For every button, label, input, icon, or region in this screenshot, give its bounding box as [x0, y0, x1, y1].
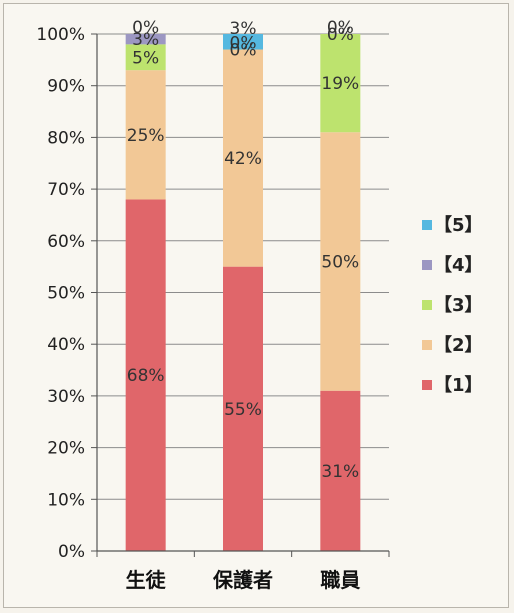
legend-label: 【3】	[434, 295, 483, 316]
legend-label: 【1】	[434, 375, 483, 396]
data-label: 55%	[224, 400, 262, 420]
legend-swatch	[422, 340, 432, 350]
data-label: 0%	[327, 18, 354, 38]
data-label: 0%	[132, 18, 159, 38]
data-label: 0%	[230, 41, 257, 61]
data-label: 31%	[321, 462, 359, 482]
legend-swatch	[422, 380, 432, 390]
x-axis: 生徒 保護者 職員	[96, 550, 390, 592]
data-label: 25%	[127, 126, 165, 146]
bar-segment-4	[125, 34, 166, 45]
legend-swatch	[422, 300, 432, 310]
data-labels: 68%25%5%3%0%55%42%0%0%3%31%50%19%0%0%	[127, 18, 359, 482]
bar-segment-1	[125, 199, 166, 551]
legend-label: 【2】	[434, 335, 483, 356]
y-tick-label: 90%	[47, 77, 85, 97]
y-tick-label: 0%	[58, 542, 85, 562]
bar-segment-2	[125, 70, 166, 200]
x-category-label: 生徒	[126, 568, 167, 592]
y-tick-label: 50%	[47, 284, 85, 304]
bars	[125, 34, 361, 551]
data-label: 68%	[127, 366, 165, 386]
x-category-label: 保護者	[212, 568, 273, 592]
y-axis: 0% 10% 20% 30% 40% 50% 60% 70% 80% 90% 100%	[36, 25, 98, 562]
bar-segment-1	[320, 390, 361, 551]
data-label: 0%	[230, 34, 257, 54]
chart-frame: 0% 10% 20% 30% 40% 50% 60% 70% 80% 90% 100% 68% 25%…	[3, 3, 509, 608]
bar-segment-2	[223, 49, 263, 267]
stacked-bar-chart: 0% 10% 20% 30% 40% 50% 60% 70% 80% 90% 100% 68% 25%…	[36, 18, 483, 592]
y-tick-label: 80%	[47, 128, 85, 148]
legend-swatch	[422, 220, 432, 230]
data-label: 19%	[321, 74, 359, 94]
bar-segment-3	[320, 34, 361, 133]
y-tick-label: 10%	[47, 490, 85, 510]
y-tick-label: 20%	[47, 439, 85, 459]
bar-segment-2	[320, 132, 361, 391]
legend-label: 【5】	[434, 215, 483, 236]
data-label: 0%	[327, 25, 354, 45]
data-label: 5%	[132, 48, 159, 68]
bar-segment-3	[125, 44, 166, 71]
data-label: 3%	[230, 19, 257, 39]
data-label: 50%	[321, 252, 359, 272]
legend-label: 【4】	[434, 255, 483, 276]
data-label: 3%	[132, 30, 159, 50]
legend-swatch	[422, 260, 432, 270]
bar-segment-1	[223, 266, 263, 551]
legend: 【5】【4】【3】【2】【1】	[422, 215, 483, 396]
y-tick-label: 60%	[47, 232, 85, 252]
y-tick-label: 100%	[36, 25, 85, 45]
y-tick-label: 40%	[47, 335, 85, 355]
bar-segment-5	[223, 34, 263, 50]
y-tick-label: 30%	[47, 387, 85, 407]
y-tick-label: 70%	[47, 180, 85, 200]
x-category-label: 職員	[320, 568, 360, 592]
data-label: 42%	[224, 149, 262, 169]
